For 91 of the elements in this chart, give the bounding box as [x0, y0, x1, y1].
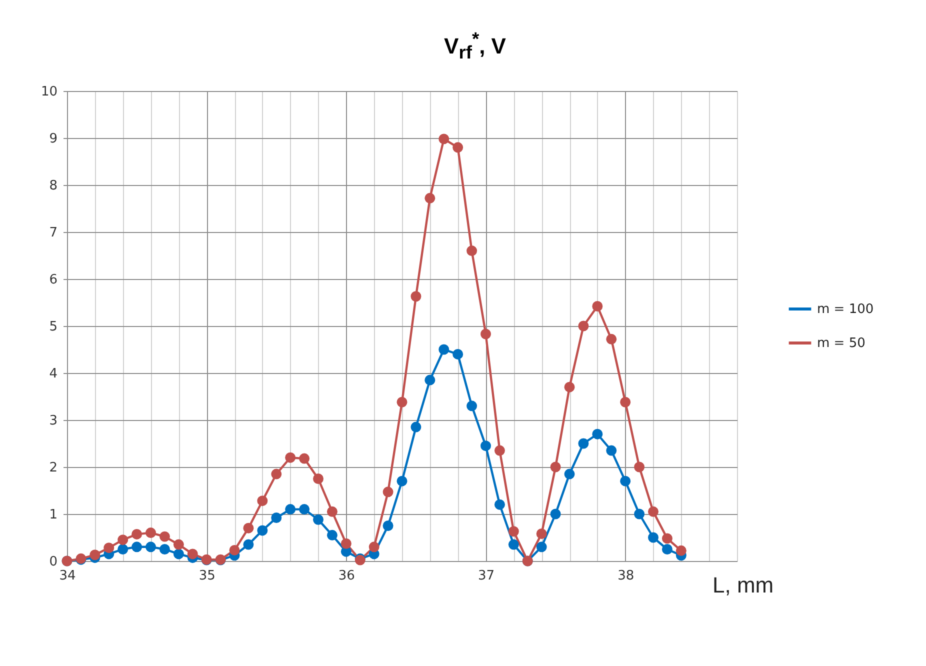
point [648, 506, 658, 517]
point [187, 548, 198, 560]
point [104, 542, 114, 554]
point [578, 438, 589, 449]
point [257, 496, 268, 506]
point [452, 142, 464, 153]
legend-label: m = 50 [817, 336, 866, 351]
x-axis-title: L, mm [712, 572, 774, 598]
point [536, 542, 547, 552]
point [578, 320, 589, 332]
point [494, 445, 505, 456]
point [592, 301, 603, 312]
point [229, 544, 240, 556]
point [368, 542, 380, 552]
point [90, 550, 100, 560]
point [132, 542, 142, 552]
point [159, 544, 170, 554]
point [662, 544, 672, 554]
y-tick-label: 2 [49, 460, 58, 476]
x-tick-label: 37 [478, 568, 495, 584]
x-tick-label: 38 [618, 568, 634, 584]
point [285, 504, 296, 515]
y-tick-label: 3 [49, 414, 58, 428]
point [592, 428, 603, 440]
point [313, 514, 324, 525]
y-tick-label: 7 [49, 226, 58, 240]
x-tick-label: 35 [198, 568, 216, 584]
point [564, 468, 575, 480]
point [271, 512, 282, 523]
y-tick-label: 9 [49, 132, 58, 146]
y-tick-label: 10 [40, 84, 58, 100]
y-tick-label: 6 [49, 272, 58, 288]
point [326, 530, 338, 540]
point [410, 291, 422, 302]
point [382, 486, 394, 498]
point [648, 532, 658, 543]
point [466, 246, 478, 256]
point [676, 545, 686, 556]
y-tick-label: 4 [49, 366, 58, 382]
point [620, 396, 631, 408]
point [452, 348, 464, 360]
point [146, 542, 156, 552]
point [285, 452, 296, 463]
point [396, 476, 408, 486]
x-tick-label: 34 [59, 568, 76, 584]
point [299, 453, 310, 464]
point [146, 528, 156, 538]
point [424, 374, 436, 386]
point [424, 192, 436, 204]
point [620, 476, 631, 486]
point [159, 531, 170, 542]
point [118, 544, 128, 554]
point [340, 538, 352, 549]
point [536, 528, 547, 539]
point [634, 462, 645, 472]
point [271, 468, 282, 480]
point [606, 445, 617, 456]
point [508, 526, 519, 537]
x-tick-label: 36 [338, 568, 355, 584]
point [662, 533, 672, 544]
point [326, 506, 338, 517]
point [494, 499, 505, 510]
point [634, 508, 645, 520]
point [410, 422, 422, 432]
point [173, 548, 184, 560]
point [466, 400, 478, 412]
point [243, 539, 254, 550]
point [396, 396, 408, 408]
point [438, 344, 450, 355]
y-tick-label: 1 [49, 508, 58, 522]
point [550, 508, 561, 520]
point [257, 525, 268, 536]
point [550, 462, 561, 472]
point [606, 334, 617, 344]
point [382, 520, 394, 531]
point [508, 539, 519, 550]
point [132, 528, 142, 540]
y-tick-label: 5 [49, 320, 58, 334]
point [299, 504, 310, 515]
point [243, 522, 254, 534]
y-tick-label: 8 [49, 178, 58, 194]
y-tick-label: 0 [49, 554, 58, 570]
legend-label: m = 100 [817, 302, 874, 317]
point [480, 440, 491, 452]
point [173, 539, 184, 550]
point [480, 328, 491, 340]
point [564, 382, 575, 392]
chart-title: V$_{rf}$$^{*}$, V [443, 28, 507, 64]
point [313, 474, 324, 484]
point [438, 134, 450, 144]
point [118, 534, 128, 546]
